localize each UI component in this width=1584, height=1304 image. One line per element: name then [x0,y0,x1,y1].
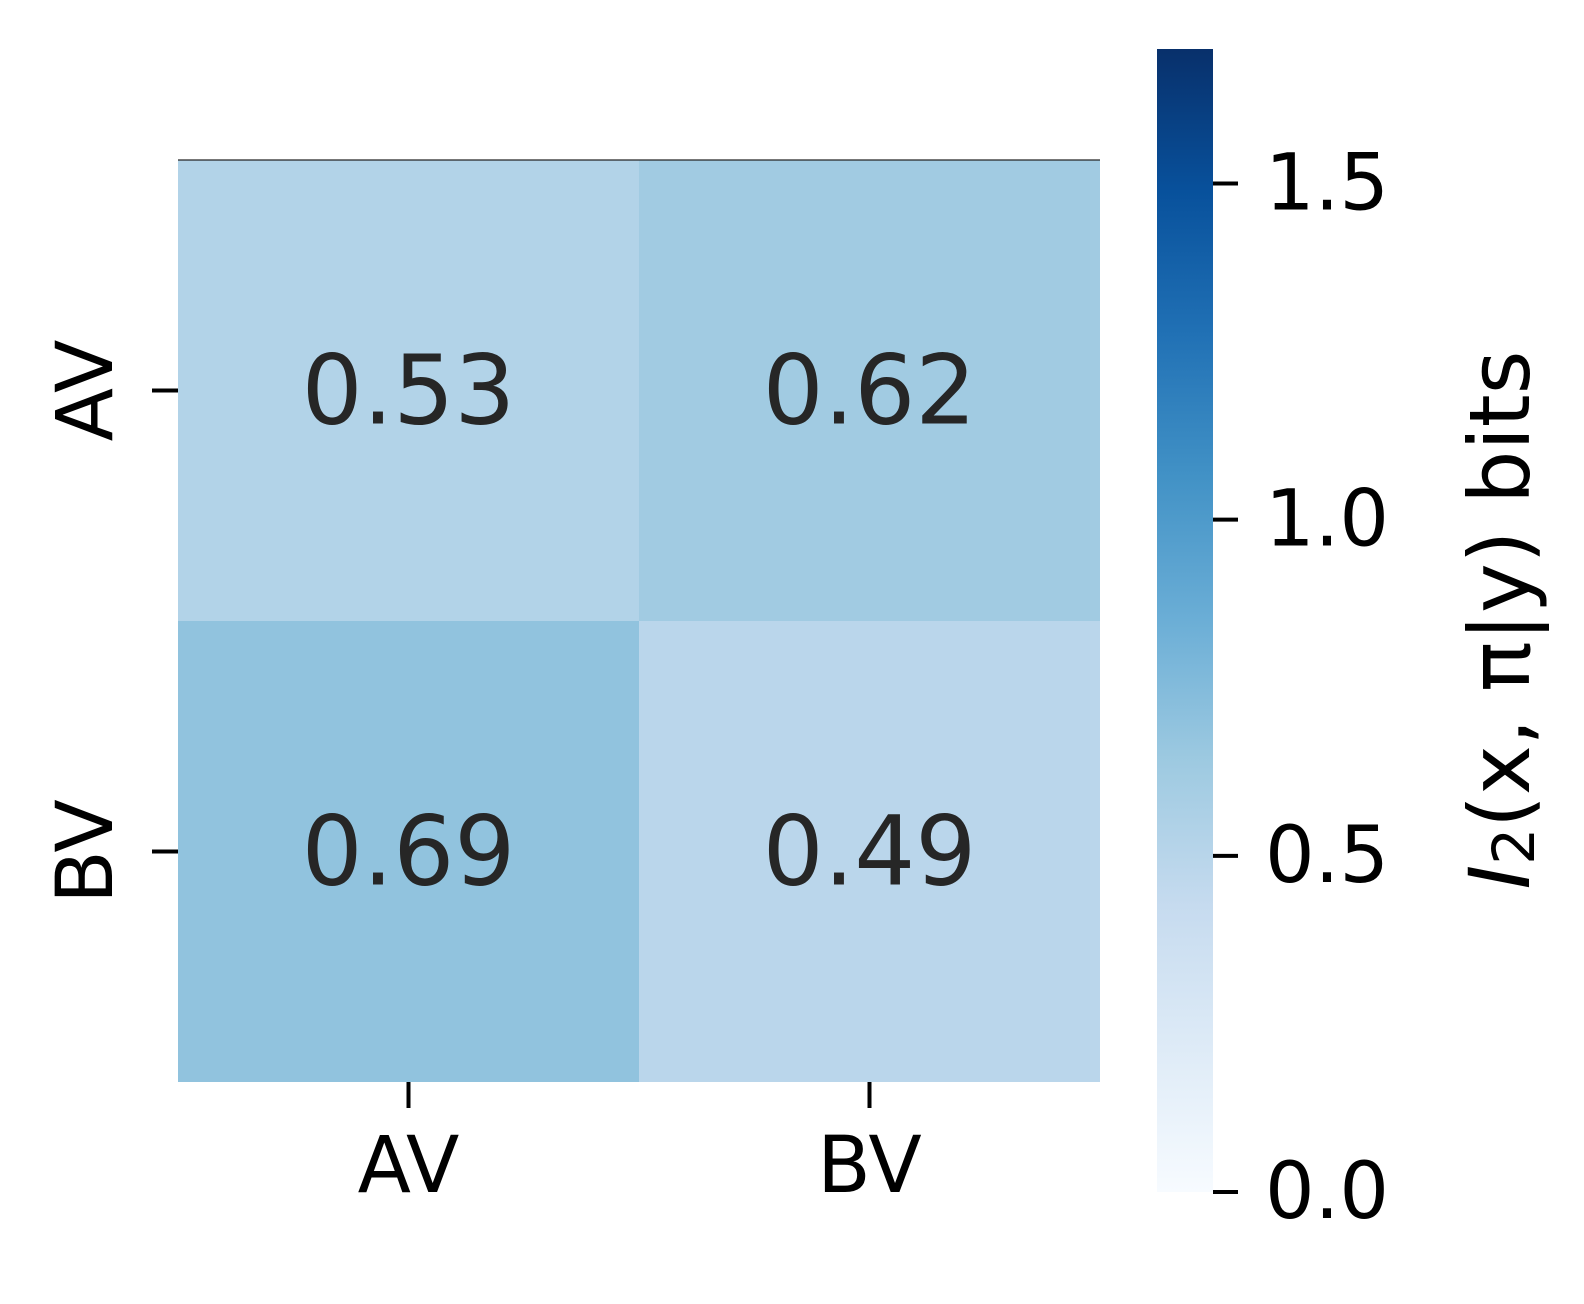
y-tick-label: BV [41,799,131,903]
colorbar-ticks: 0.0 0.5 1.0 1.5 [1213,138,1389,1237]
cell-value-label: 0.69 [302,796,516,908]
heatmap-cell-av-av [178,160,639,621]
colorbar-label-subscript: 2 [1480,828,1548,865]
colorbar-gradient [1157,49,1213,1192]
colorbar-tick-label: 0.5 [1265,811,1389,901]
cell-value-label: 0.49 [763,796,977,908]
heatmap-cell-labels: 0.53 0.62 0.69 0.49 [302,335,977,908]
x-axis-ticks: AV BV [358,1082,922,1211]
x-tick-label: BV [817,1121,921,1211]
colorbar-tick-label: 1.0 [1265,475,1389,565]
cell-value-label: 0.53 [302,335,516,447]
colorbar-label-main: I [1451,865,1549,890]
heatmap-cell-bv-bv [639,621,1100,1082]
y-axis-ticks: AV BV [41,340,178,904]
colorbar-tick-label: 1.5 [1265,138,1389,228]
colorbar-label-rest: (x, π|y) bits [1451,351,1549,828]
colorbar-tick-label: 0.0 [1265,1147,1389,1237]
x-tick-label: AV [358,1121,460,1211]
heatmap-cell-av-bv [639,160,1100,621]
heatmap-cells [178,159,1100,1082]
colorbar: 0.0 0.5 1.0 1.5 I2(x, π|y) bits [1157,49,1549,1237]
heatmap-cell-bv-av [178,621,639,1082]
y-tick-label: AV [41,340,131,442]
cell-value-label: 0.62 [763,335,977,447]
colorbar-label: I2(x, π|y) bits [1451,351,1549,890]
